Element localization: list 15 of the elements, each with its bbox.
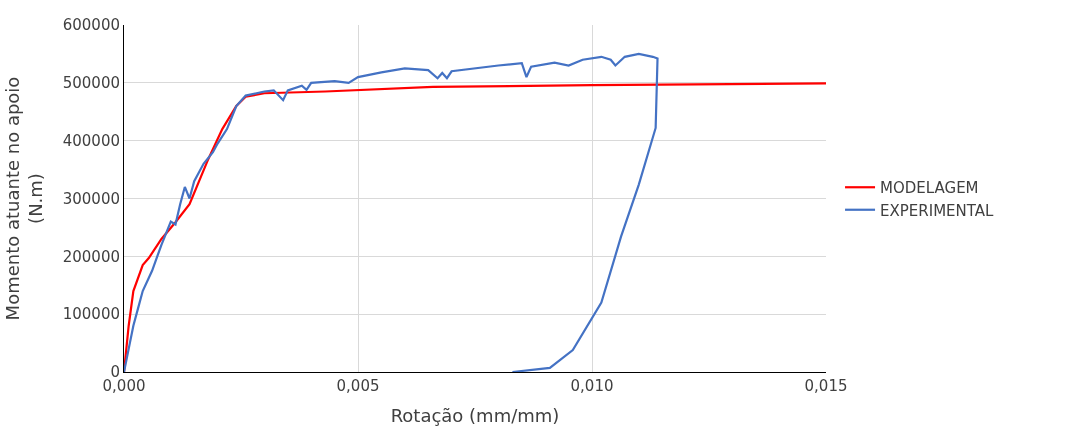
legend-label: MODELAGEM	[880, 179, 979, 198]
x-tick-label: 0,010	[570, 377, 614, 395]
y-tick-label: 100000	[62, 305, 120, 324]
y-tick-label: 500000	[62, 74, 120, 93]
y-tick-label: 300000	[62, 189, 120, 208]
x-tick-label: 0,015	[804, 377, 848, 395]
y-tick-label: 400000	[62, 131, 120, 150]
legend-label: EXPERIMENTAL	[880, 201, 995, 220]
y-tick-label: 200000	[62, 247, 120, 266]
y-axis-title: Momento atuante no apoio (N.m)	[1, 76, 46, 321]
y-tick-label: 600000	[62, 16, 120, 35]
x-tick-label: 0,000	[102, 377, 146, 395]
line-series	[124, 52, 659, 372]
x-axis-title: Rotação (mm/mm)	[390, 405, 560, 427]
x-tick-label: 0,005	[336, 377, 380, 395]
